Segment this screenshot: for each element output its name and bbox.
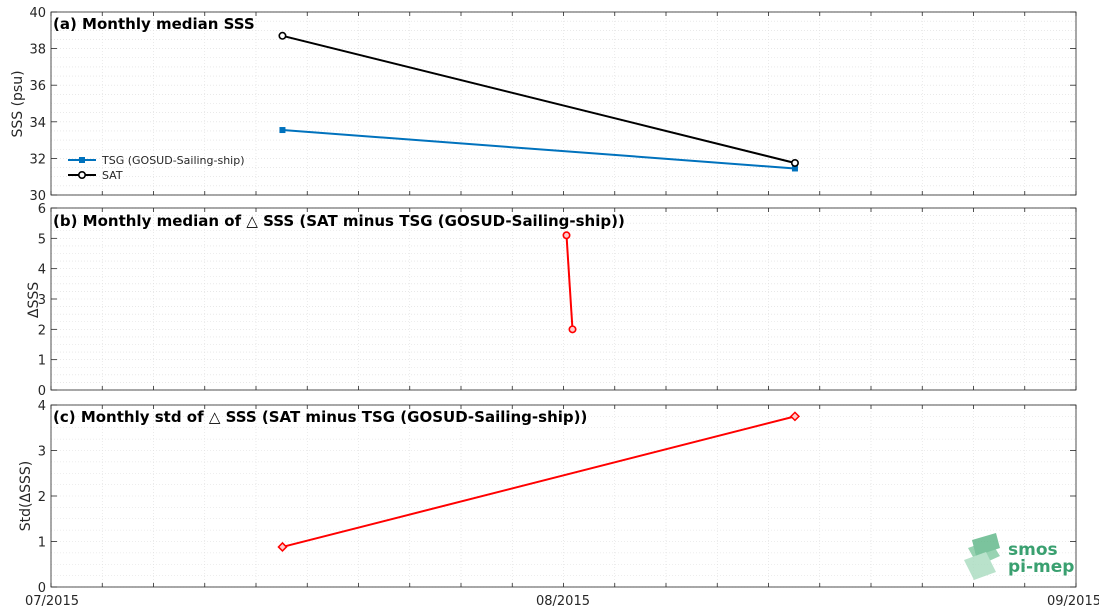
data-point	[568, 325, 577, 334]
grid-c	[50, 404, 1077, 588]
x-ticks-c	[50, 405, 1077, 587]
panel-c-title: (c) Monthly std of △ SSS (SAT minus TSG …	[53, 408, 587, 426]
series-line	[565, 235, 574, 330]
panel-b-title: (b) Monthly median of △ SSS (SAT minus T…	[53, 212, 625, 230]
y-tick-label: 30	[29, 189, 46, 204]
panel-a-monthly-median-sss: 30 32 34 36 38 40 (a) Monthly median SSS SSS …	[10, 6, 1077, 204]
x-tick-label-jul: 07/2015	[25, 594, 79, 609]
y-tick-label: 3	[38, 293, 46, 308]
logo-cube-icon	[964, 533, 1000, 580]
data-point	[278, 31, 287, 40]
y-tick-label: 40	[29, 6, 46, 21]
data-point	[277, 541, 288, 553]
y-tick-label: 38	[29, 43, 46, 58]
y-tick-label: 4	[38, 399, 46, 414]
panel-b-monthly-median-delta-sss: 0 1 2 3 4 5 6 (b) Monthly median of △ SSS (SAT…	[26, 202, 1077, 399]
data-point	[791, 165, 798, 172]
y-tick-label: 3	[38, 445, 46, 460]
x-tick-label-sep: 09/2015	[1047, 594, 1099, 609]
series-layer-b	[562, 231, 577, 334]
logo-text-smos: smos	[1008, 540, 1058, 560]
y-tick-label: 32	[29, 152, 46, 167]
panel-c-monthly-std-delta-sss: 0 1 2 3 4 (c) Monthly std of △ SSS (SAT minu…	[18, 399, 1077, 596]
y-ticks-b: 0 1 2 3 4 5 6	[38, 202, 1076, 399]
data-point	[790, 158, 799, 167]
y-ticks-a: 30 32 34 36 38 40	[29, 6, 1076, 204]
y-ticks-c: 0 1 2 3 4	[38, 399, 1076, 596]
x-ticks-b	[50, 208, 1077, 390]
series-layer-c	[277, 411, 801, 553]
y-tick-label: 2	[38, 490, 46, 505]
y-tick-label: 1	[38, 536, 46, 551]
y-tick-label: 1	[38, 354, 46, 369]
legend-label-tsg: TSG (GOSUD-Sailing-ship)	[101, 154, 245, 167]
legend-marker-tsg	[79, 157, 85, 163]
legend-marker-sat	[78, 171, 87, 180]
series-line	[282, 415, 796, 548]
series-layer-a	[278, 31, 799, 172]
y-tick-label: 2	[38, 323, 46, 338]
panel-a-ylabel: SSS (psu)	[10, 70, 26, 137]
y-tick-label: 0	[38, 581, 46, 596]
legend-label-sat: SAT	[102, 169, 123, 182]
smos-pimep-logo: smos pi-mep	[964, 533, 1074, 580]
legend-a: TSG (GOSUD-Sailing-ship) SAT	[68, 154, 245, 182]
series-line	[282, 34, 796, 164]
panel-a-title: (a) Monthly median SSS	[53, 15, 255, 33]
y-tick-label: 6	[38, 202, 46, 217]
y-tick-label: 34	[29, 116, 46, 131]
y-tick-label: 5	[38, 232, 46, 247]
y-tick-label: 36	[29, 79, 46, 94]
panel-c-ylabel: Std(ΔSSS)	[18, 461, 34, 531]
y-tick-label: 0	[38, 384, 46, 399]
x-ticks-a	[50, 12, 1077, 195]
y-tick-label: 4	[38, 263, 46, 278]
panel-b-ylabel: ΔSSS	[26, 282, 42, 318]
data-point	[562, 231, 571, 240]
series-line	[282, 129, 796, 170]
logo-text-pimep: pi-mep	[1008, 557, 1074, 577]
data-point	[789, 411, 801, 422]
data-point	[279, 127, 286, 134]
x-tick-label-aug: 08/2015	[536, 594, 590, 609]
